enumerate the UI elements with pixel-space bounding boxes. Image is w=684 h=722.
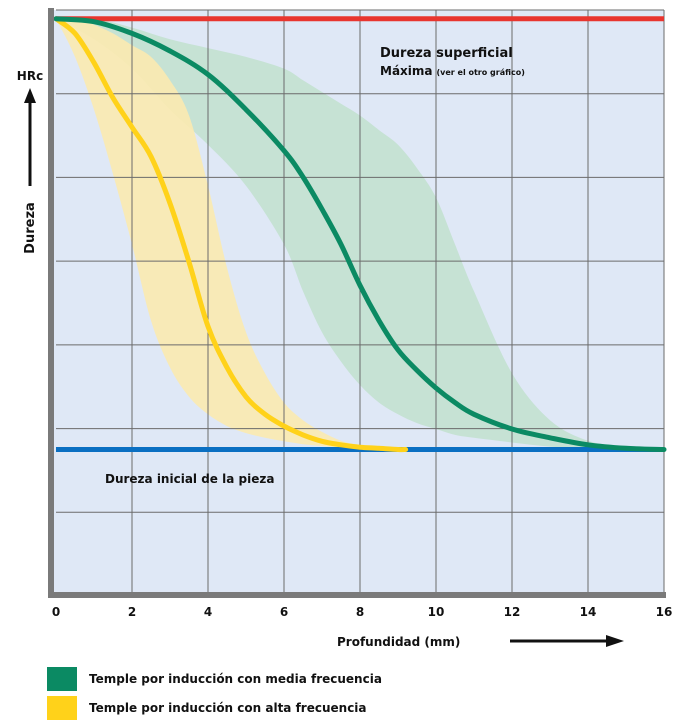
x-axis-label: Profundidad (mm) xyxy=(337,635,460,649)
x-tick-label: 10 xyxy=(428,605,445,619)
high-frequency-band xyxy=(56,18,406,450)
max-hardness-label-note: (ver el otro gráfico) xyxy=(437,68,525,77)
initial-hardness-label: Dureza inicial de la pieza xyxy=(105,472,274,486)
x-tick-label: 14 xyxy=(580,605,597,619)
x-tick-label: 16 xyxy=(656,605,673,619)
legend-label-medium: Temple por inducción con media frecuenci… xyxy=(89,672,382,686)
max-hardness-label-line1: Dureza superficial xyxy=(380,46,513,61)
y-axis-bar xyxy=(48,8,54,598)
legend-item-medium: Temple por inducción con media frecuenci… xyxy=(47,667,382,691)
legend-item-high: Temple por inducción con alta frecuencia xyxy=(47,696,367,720)
high-frequency-curve xyxy=(53,16,409,453)
x-axis-bar xyxy=(48,592,666,598)
legend-swatch-high xyxy=(47,696,77,720)
x-tick-label: 12 xyxy=(504,605,521,619)
x-tick-label: 6 xyxy=(280,605,288,619)
right-arrow-icon xyxy=(606,635,624,647)
x-tick-label: 8 xyxy=(356,605,364,619)
x-tick-label: 0 xyxy=(52,605,60,619)
up-arrow-icon xyxy=(24,88,36,103)
medium-frequency-curve xyxy=(53,16,667,452)
y-axis-label: Dureza xyxy=(23,202,38,254)
y-unit-label: HRc xyxy=(17,69,43,83)
max-hardness-label-main: Máxima xyxy=(380,64,433,78)
legend-swatch-medium xyxy=(47,667,77,691)
x-tick-label: 2 xyxy=(128,605,136,619)
max-hardness-label-line2: Máxima (ver el otro gráfico) xyxy=(380,64,525,78)
legend-label-high: Temple por inducción con alta frecuencia xyxy=(89,701,367,715)
x-tick-label: 4 xyxy=(204,605,212,619)
